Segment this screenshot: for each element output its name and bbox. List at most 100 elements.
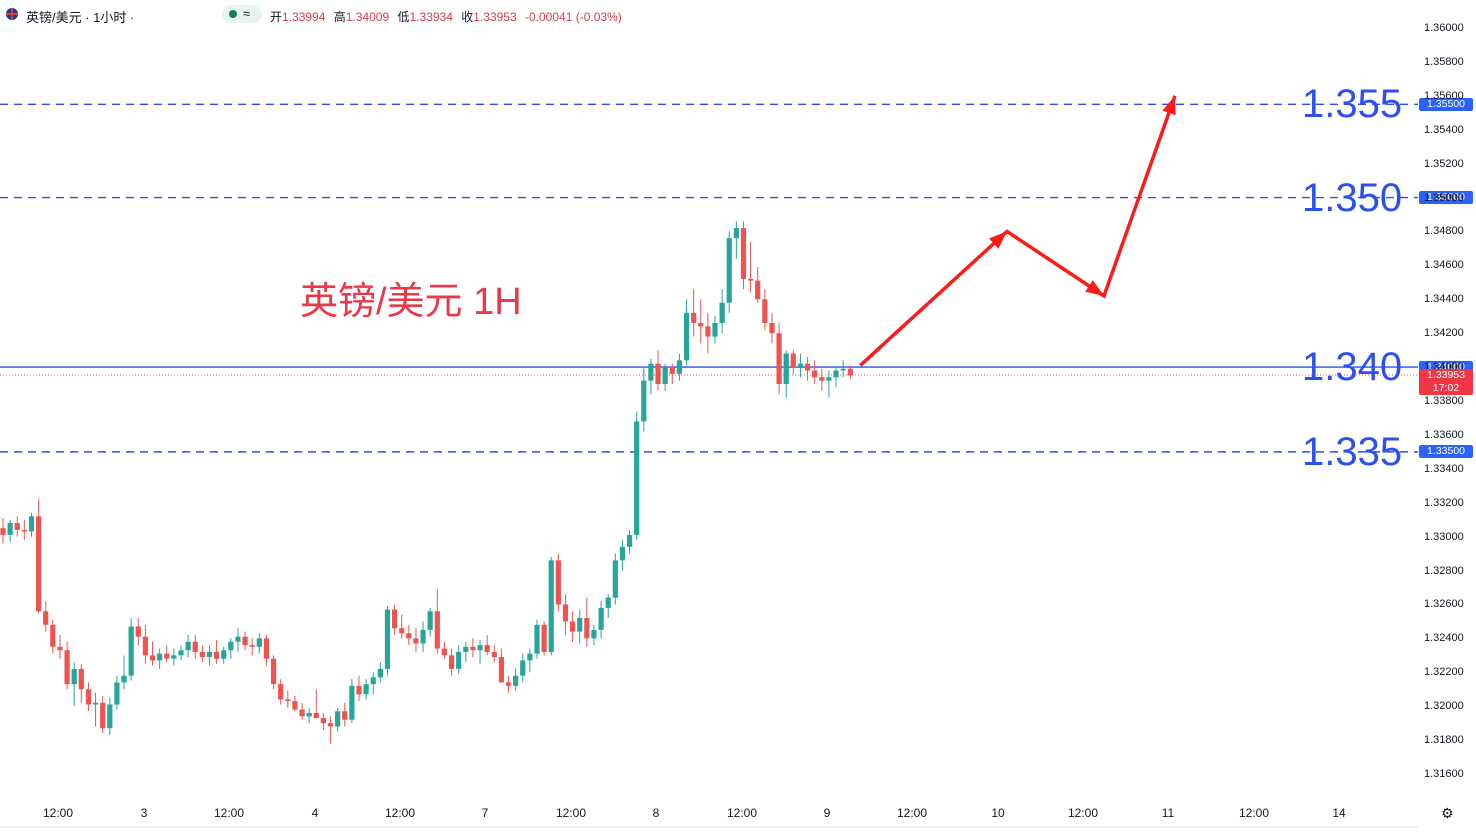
candle-body xyxy=(292,701,298,710)
candle xyxy=(748,241,754,293)
candle-body xyxy=(71,668,77,685)
candle xyxy=(228,638,234,659)
candle xyxy=(206,645,213,666)
arrow-path xyxy=(859,95,1177,367)
level-label: 1.335 xyxy=(1302,429,1403,474)
candle xyxy=(320,712,326,730)
candle xyxy=(733,221,739,259)
candle xyxy=(0,517,6,544)
candle-body xyxy=(555,560,561,605)
candle-body xyxy=(698,323,704,327)
wave-icon: ≈ xyxy=(243,6,251,21)
candle xyxy=(448,648,455,676)
candle xyxy=(7,519,13,542)
chart-header: 英镑/美元 · 1小时 · ≈ 开1.33994 高1.34009 低1.339… xyxy=(0,0,1100,30)
candle xyxy=(356,675,362,702)
candle-body xyxy=(591,629,597,639)
candle-body xyxy=(826,377,832,381)
candle xyxy=(214,640,220,664)
candle-body xyxy=(748,278,754,281)
y-axis-label: 1.32800 xyxy=(1424,564,1464,577)
candle-body xyxy=(498,657,504,683)
indicator-pill[interactable]: ≈ xyxy=(222,5,262,23)
candle-body xyxy=(242,636,248,646)
candle xyxy=(662,363,668,391)
candle-body xyxy=(434,611,440,649)
candle-body xyxy=(149,655,156,661)
arrow-head-2 xyxy=(1085,280,1104,296)
candle xyxy=(826,370,832,398)
candle-body xyxy=(377,668,383,678)
candle xyxy=(790,350,796,374)
candle-body xyxy=(392,609,398,629)
candle-body xyxy=(285,699,291,702)
candle xyxy=(149,641,156,666)
candle xyxy=(534,619,540,659)
candle-body xyxy=(214,651,220,659)
ohlc-value: 1.33994 xyxy=(282,10,326,24)
candle xyxy=(833,367,839,388)
candle-body xyxy=(199,651,205,658)
candle-body xyxy=(726,238,732,303)
candle xyxy=(797,353,804,378)
candle xyxy=(43,601,49,632)
candle xyxy=(598,601,604,639)
candle xyxy=(427,607,433,637)
candle-body xyxy=(634,421,640,535)
candle xyxy=(14,516,20,537)
candle xyxy=(555,553,561,612)
forecast-arrow xyxy=(859,95,1177,367)
candle xyxy=(21,519,27,541)
y-axis-label: 1.35800 xyxy=(1424,55,1464,68)
candle-body xyxy=(804,363,811,371)
candle xyxy=(612,553,618,605)
candle xyxy=(85,682,92,712)
y-axis-label: 1.34200 xyxy=(1424,327,1464,340)
settings-gear-icon[interactable]: ⚙ xyxy=(1441,805,1454,821)
candle xyxy=(235,628,241,652)
candle-body xyxy=(740,228,747,279)
candle xyxy=(562,594,569,635)
candle xyxy=(164,645,170,663)
candle-body xyxy=(114,682,120,705)
candle-body xyxy=(43,611,49,625)
candle-body xyxy=(491,651,497,658)
candle xyxy=(641,367,647,432)
candle-body xyxy=(655,363,661,385)
candle-body xyxy=(320,718,326,724)
arrow-head-3 xyxy=(1162,95,1176,116)
candle xyxy=(505,675,512,693)
x-axis-label: 11 xyxy=(1161,806,1175,820)
candle xyxy=(655,350,661,391)
candle-body xyxy=(705,326,711,337)
candle xyxy=(669,363,675,385)
x-axis-label: 14 xyxy=(1332,806,1346,820)
candle-body xyxy=(548,560,554,652)
y-axis-label: 1.31600 xyxy=(1424,768,1464,780)
candle-body xyxy=(185,641,191,651)
y-axis-label: 1.31800 xyxy=(1424,734,1464,747)
ohlc-value: 1.33934 xyxy=(409,10,453,24)
candle xyxy=(278,679,284,705)
candle xyxy=(719,289,725,334)
candle xyxy=(36,499,42,613)
candle xyxy=(605,594,611,619)
candle-body xyxy=(363,684,369,695)
y-axis-label: 1.34800 xyxy=(1424,225,1464,238)
candle-body xyxy=(192,641,198,652)
candle-body xyxy=(562,604,569,622)
candle xyxy=(477,640,483,664)
annotation-title: 英镑/美元 1H xyxy=(300,281,522,323)
candle xyxy=(100,696,106,734)
candle xyxy=(840,360,846,378)
change-value: -0.00041 (-0.03%) xyxy=(525,10,622,24)
level-label: 1.355 xyxy=(1302,82,1403,127)
candle xyxy=(363,679,369,700)
candle-body xyxy=(669,367,675,374)
symbol-label[interactable]: 英镑/美元 · 1小时 · xyxy=(26,10,135,25)
x-axis-label: 10 xyxy=(991,806,1005,820)
x-axis-label: 12:00 xyxy=(1067,806,1099,820)
candle-body xyxy=(263,638,270,659)
candle xyxy=(776,323,782,395)
